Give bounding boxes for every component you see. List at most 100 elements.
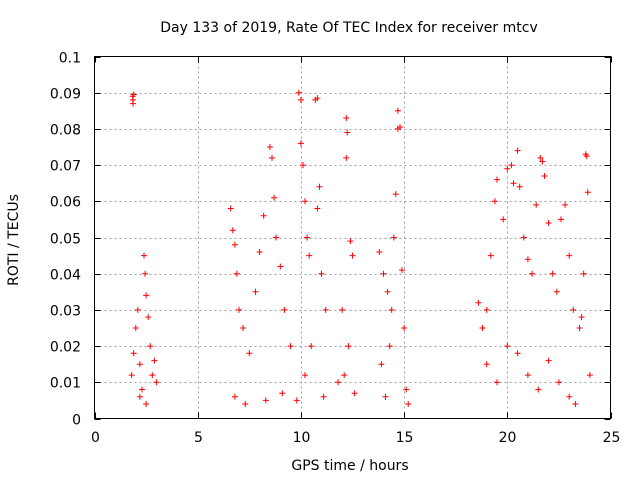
data-point	[494, 176, 500, 183]
x-tick-labels: 0 5 10 15 20 25	[91, 430, 620, 446]
data-point	[271, 194, 278, 201]
data-point	[143, 401, 150, 407]
data-point	[397, 124, 403, 131]
x-tick-label: 25	[603, 430, 621, 446]
data-point	[347, 238, 354, 245]
data-point	[314, 205, 321, 212]
data-point	[343, 154, 350, 161]
y-tick-labels: 0 0.01 0.02 0.03 0.04 0.05 0.06 0.07 0.08 0.09 0.1	[50, 51, 81, 429]
data-point	[578, 314, 585, 321]
data-point	[242, 401, 249, 407]
data-point	[141, 252, 147, 259]
data-point	[520, 234, 527, 241]
data-point	[500, 216, 507, 223]
data-point	[555, 379, 562, 386]
data-point	[516, 183, 523, 190]
data-point	[524, 256, 531, 263]
data-point	[345, 343, 352, 350]
chart-title: Day 133 of 2019, Rate Of TEC Index for r…	[160, 20, 537, 36]
data-point	[287, 343, 294, 350]
axis-ticks	[94, 56, 612, 420]
y-tick-label: 0.05	[50, 232, 81, 248]
data-point	[269, 154, 275, 161]
data-point	[535, 386, 542, 393]
data-point	[302, 198, 308, 205]
data-point	[236, 306, 242, 313]
data-point	[134, 306, 141, 313]
data-point	[483, 361, 490, 368]
x-axis-label: GPS time / hours	[291, 458, 408, 474]
data-point	[316, 183, 323, 190]
data-point	[405, 401, 412, 407]
data-point	[322, 306, 329, 313]
data-point	[240, 325, 247, 331]
y-tick-label: 0.06	[50, 195, 81, 211]
data-point	[130, 100, 137, 107]
data-point	[130, 350, 137, 357]
data-point	[128, 372, 135, 379]
data-point	[390, 234, 397, 241]
data-point	[246, 350, 253, 357]
data-point	[558, 216, 564, 223]
data-point	[572, 401, 579, 407]
data-point	[494, 379, 500, 386]
data-point	[541, 173, 548, 179]
x-tick-label: 15	[396, 430, 414, 446]
data-point	[145, 314, 152, 321]
data-point	[273, 234, 280, 241]
y-tick-label: 0.04	[50, 268, 81, 284]
data-point	[142, 270, 149, 277]
data-point	[566, 252, 573, 259]
data-point	[343, 115, 350, 121]
data-points	[128, 89, 593, 407]
data-point	[562, 201, 569, 208]
x-tick-label: 10	[293, 430, 311, 446]
data-point	[566, 393, 573, 400]
data-point	[229, 227, 236, 234]
data-point	[293, 397, 300, 404]
data-point	[529, 270, 536, 277]
data-point	[306, 252, 313, 259]
data-point	[576, 325, 583, 331]
data-point	[580, 270, 587, 277]
y-axis-label: ROTI / TECUs	[6, 194, 22, 286]
y-tick-label: 0.09	[50, 87, 81, 103]
data-point	[304, 234, 311, 241]
data-point	[143, 292, 150, 299]
data-point	[279, 390, 286, 397]
data-point	[399, 267, 405, 274]
data-point	[277, 263, 284, 270]
data-point	[388, 306, 395, 313]
data-point	[318, 270, 325, 277]
data-point	[378, 361, 385, 368]
data-point	[403, 386, 410, 393]
data-point	[227, 205, 234, 212]
data-point	[553, 288, 560, 295]
data-point	[297, 96, 304, 103]
data-point	[335, 379, 342, 386]
data-point	[392, 191, 399, 198]
x-tick-label: 20	[499, 430, 517, 446]
data-point	[483, 306, 490, 313]
data-point	[260, 212, 267, 219]
data-point	[479, 325, 486, 331]
data-point	[349, 252, 356, 259]
y-tick-label: 0	[72, 413, 81, 429]
data-point	[504, 343, 511, 350]
data-point	[549, 270, 556, 277]
x-tick-label: 5	[194, 430, 203, 446]
data-point	[545, 357, 552, 364]
data-point	[584, 189, 591, 196]
data-point	[401, 325, 408, 331]
data-point	[351, 390, 358, 397]
data-point	[491, 198, 498, 205]
data-point	[376, 249, 383, 255]
data-point	[153, 379, 160, 386]
data-point	[382, 393, 389, 400]
plot-frame	[94, 56, 611, 419]
data-point	[386, 343, 393, 350]
data-point	[586, 372, 593, 379]
data-point	[295, 89, 302, 96]
data-point	[539, 158, 546, 165]
data-point	[508, 162, 515, 169]
